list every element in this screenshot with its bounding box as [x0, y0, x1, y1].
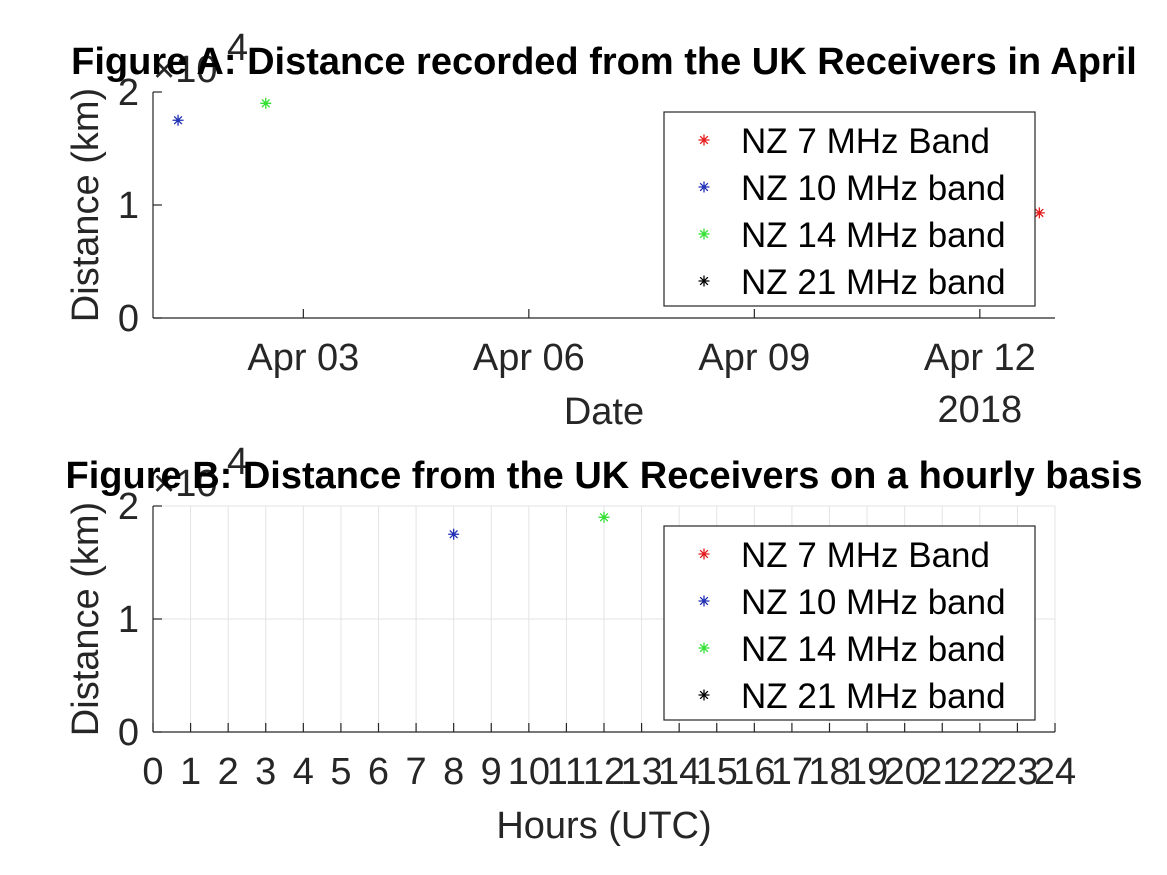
x-tick-label: 16 [733, 751, 775, 793]
legend-box [663, 525, 1036, 721]
x-tick-label: 11 [547, 751, 586, 793]
x-tick-label: 10 [508, 751, 550, 793]
x-tick-label: 21 [921, 751, 963, 793]
y-exponent-label: ×10 [153, 463, 217, 505]
legend-marker [698, 181, 710, 193]
legend-entry: NZ 14 MHz band [741, 216, 1006, 255]
y-tick-label: 1 [118, 599, 139, 641]
legend-box [663, 111, 1036, 307]
x-tick-label: 22 [959, 751, 1001, 793]
legend-entry: NZ 21 MHz band [741, 677, 1006, 716]
x-tick-label: Apr 06 [473, 337, 585, 379]
legend-entry: NZ 14 MHz band [741, 630, 1006, 669]
x-tick-label: 15 [696, 751, 738, 793]
legend-marker [698, 275, 710, 287]
x-tick-label: 13 [620, 751, 662, 793]
x-tick-label: 23 [996, 751, 1038, 793]
x-tick-label: 7 [406, 751, 427, 793]
x-tick-label: 17 [771, 751, 813, 793]
x-tick-label: 6 [368, 751, 389, 793]
y-exponent-label: ×10 [153, 49, 217, 91]
data-point-nz-7-mhz-band [1033, 207, 1045, 219]
x-tick-label: 0 [142, 751, 163, 793]
y-exponent-power: 4 [227, 441, 248, 483]
y-axis-label: Distance (km) [65, 502, 107, 736]
x-tick-label: 18 [808, 751, 850, 793]
chart-title: Figure A: Distance recorded from the UK … [71, 41, 1137, 83]
y-exponent-power: 4 [227, 27, 248, 69]
x-tick-label: 8 [443, 751, 464, 793]
chart-a: Apr 03 Apr 06 Apr 09 Apr 12 2018 0 1 2 ×104 Date D… [65, 27, 1137, 433]
data-point-nz-10-mhz-band [448, 528, 460, 540]
x-tick-label: 1 [180, 751, 201, 793]
legend-marker [698, 134, 710, 146]
x-tick-label: 20 [884, 751, 926, 793]
legend-marker [698, 548, 710, 560]
legend-marker [698, 595, 710, 607]
legend-marker [698, 689, 710, 701]
x-secondary-label: 2018 [938, 389, 1023, 431]
y-tick-label: 0 [118, 298, 139, 340]
legend-entry: NZ 10 MHz band [741, 169, 1006, 208]
x-tick-label: 5 [330, 751, 351, 793]
legend-entry: NZ 21 MHz band [741, 263, 1006, 302]
legend-marker [698, 642, 710, 654]
x-tick-label: 24 [1034, 751, 1076, 793]
x-tick-label: 4 [293, 751, 314, 793]
x-axis-label: Date [564, 391, 644, 433]
x-tick-label: 9 [481, 751, 502, 793]
y-axis-label: Distance (km) [65, 88, 107, 322]
data-point-nz-14-mhz-band [598, 511, 610, 523]
legend-entry: NZ 7 MHz Band [741, 122, 990, 161]
chart-b: 0 1 2 3 4 5 6 7 8 9 101112131415161718192021222324… [65, 441, 1142, 847]
y-tick-label: 2 [118, 72, 139, 114]
data-point-nz-10-mhz-band [172, 114, 184, 126]
x-tick-label: 19 [846, 751, 888, 793]
legend-entry: NZ 7 MHz Band [741, 536, 990, 575]
x-tick-label: Apr 09 [698, 337, 810, 379]
y-tick-label: 1 [118, 185, 139, 227]
x-axis-label: Hours (UTC) [496, 805, 711, 847]
data-point-nz-14-mhz-band [260, 97, 272, 109]
x-tick-label: 14 [658, 751, 700, 793]
x-tick-label: 12 [583, 751, 625, 793]
legend-entry: NZ 10 MHz band [741, 583, 1006, 622]
y-tick-label: 2 [118, 486, 139, 528]
x-tick-label: Apr 03 [247, 337, 359, 379]
x-tick-label: 2 [218, 751, 239, 793]
legend-marker [698, 228, 710, 240]
x-tick-label: 3 [255, 751, 276, 793]
y-tick-label: 0 [118, 712, 139, 754]
chart-title: Figure B: Distance from the UK Receivers… [66, 455, 1143, 497]
x-tick-label: Apr 12 [924, 337, 1036, 379]
